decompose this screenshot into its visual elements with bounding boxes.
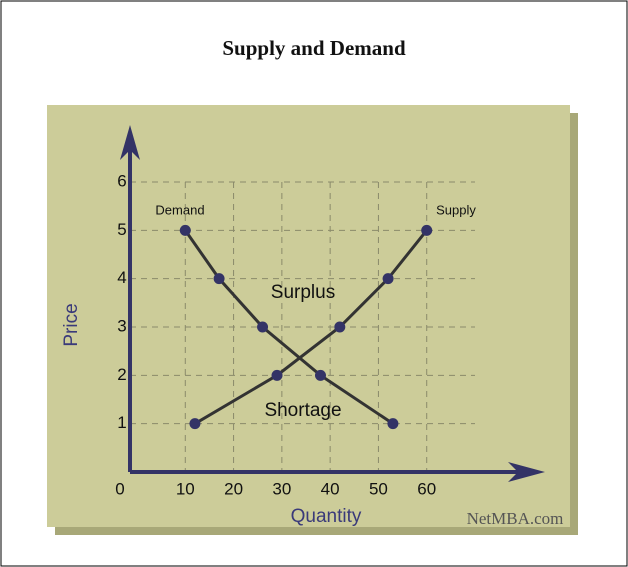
x-axis-arrow (508, 462, 545, 482)
data-point (271, 369, 283, 381)
data-point (387, 418, 399, 430)
y-axis-arrow (120, 125, 140, 160)
x-tick-label: 0 (115, 479, 124, 498)
source: NetMBA.com (467, 509, 564, 528)
x-tick-label: 50 (369, 479, 388, 498)
panel (47, 105, 570, 527)
x-tick-label: 40 (321, 479, 340, 498)
annotation: Shortage (264, 400, 341, 421)
data-point (421, 224, 433, 236)
series-label: Demand (155, 202, 204, 217)
y-tick-label: 4 (117, 268, 126, 287)
annotation: Surplus (271, 282, 335, 303)
x-tick-label: 60 (417, 479, 436, 498)
x-tick-label: 30 (272, 479, 291, 498)
data-point (257, 321, 269, 333)
y-tick-label: 2 (117, 365, 126, 384)
y-tick-label: 3 (117, 316, 126, 335)
data-point (314, 369, 326, 381)
chart-title: Supply and Demand (222, 36, 406, 60)
y-axis-label: Price (61, 303, 82, 346)
data-point (334, 321, 346, 333)
data-point (179, 224, 191, 236)
y-tick-label: 1 (117, 413, 126, 432)
x-tick-label: 10 (176, 479, 195, 498)
x-axis-label: Quantity (291, 506, 362, 527)
series-label: Supply (436, 202, 476, 217)
data-point (189, 418, 201, 430)
data-point (213, 273, 225, 285)
y-tick-label: 6 (117, 171, 126, 190)
x-tick-label: 20 (224, 479, 243, 498)
y-tick-label: 5 (117, 220, 126, 239)
data-point (382, 273, 394, 285)
